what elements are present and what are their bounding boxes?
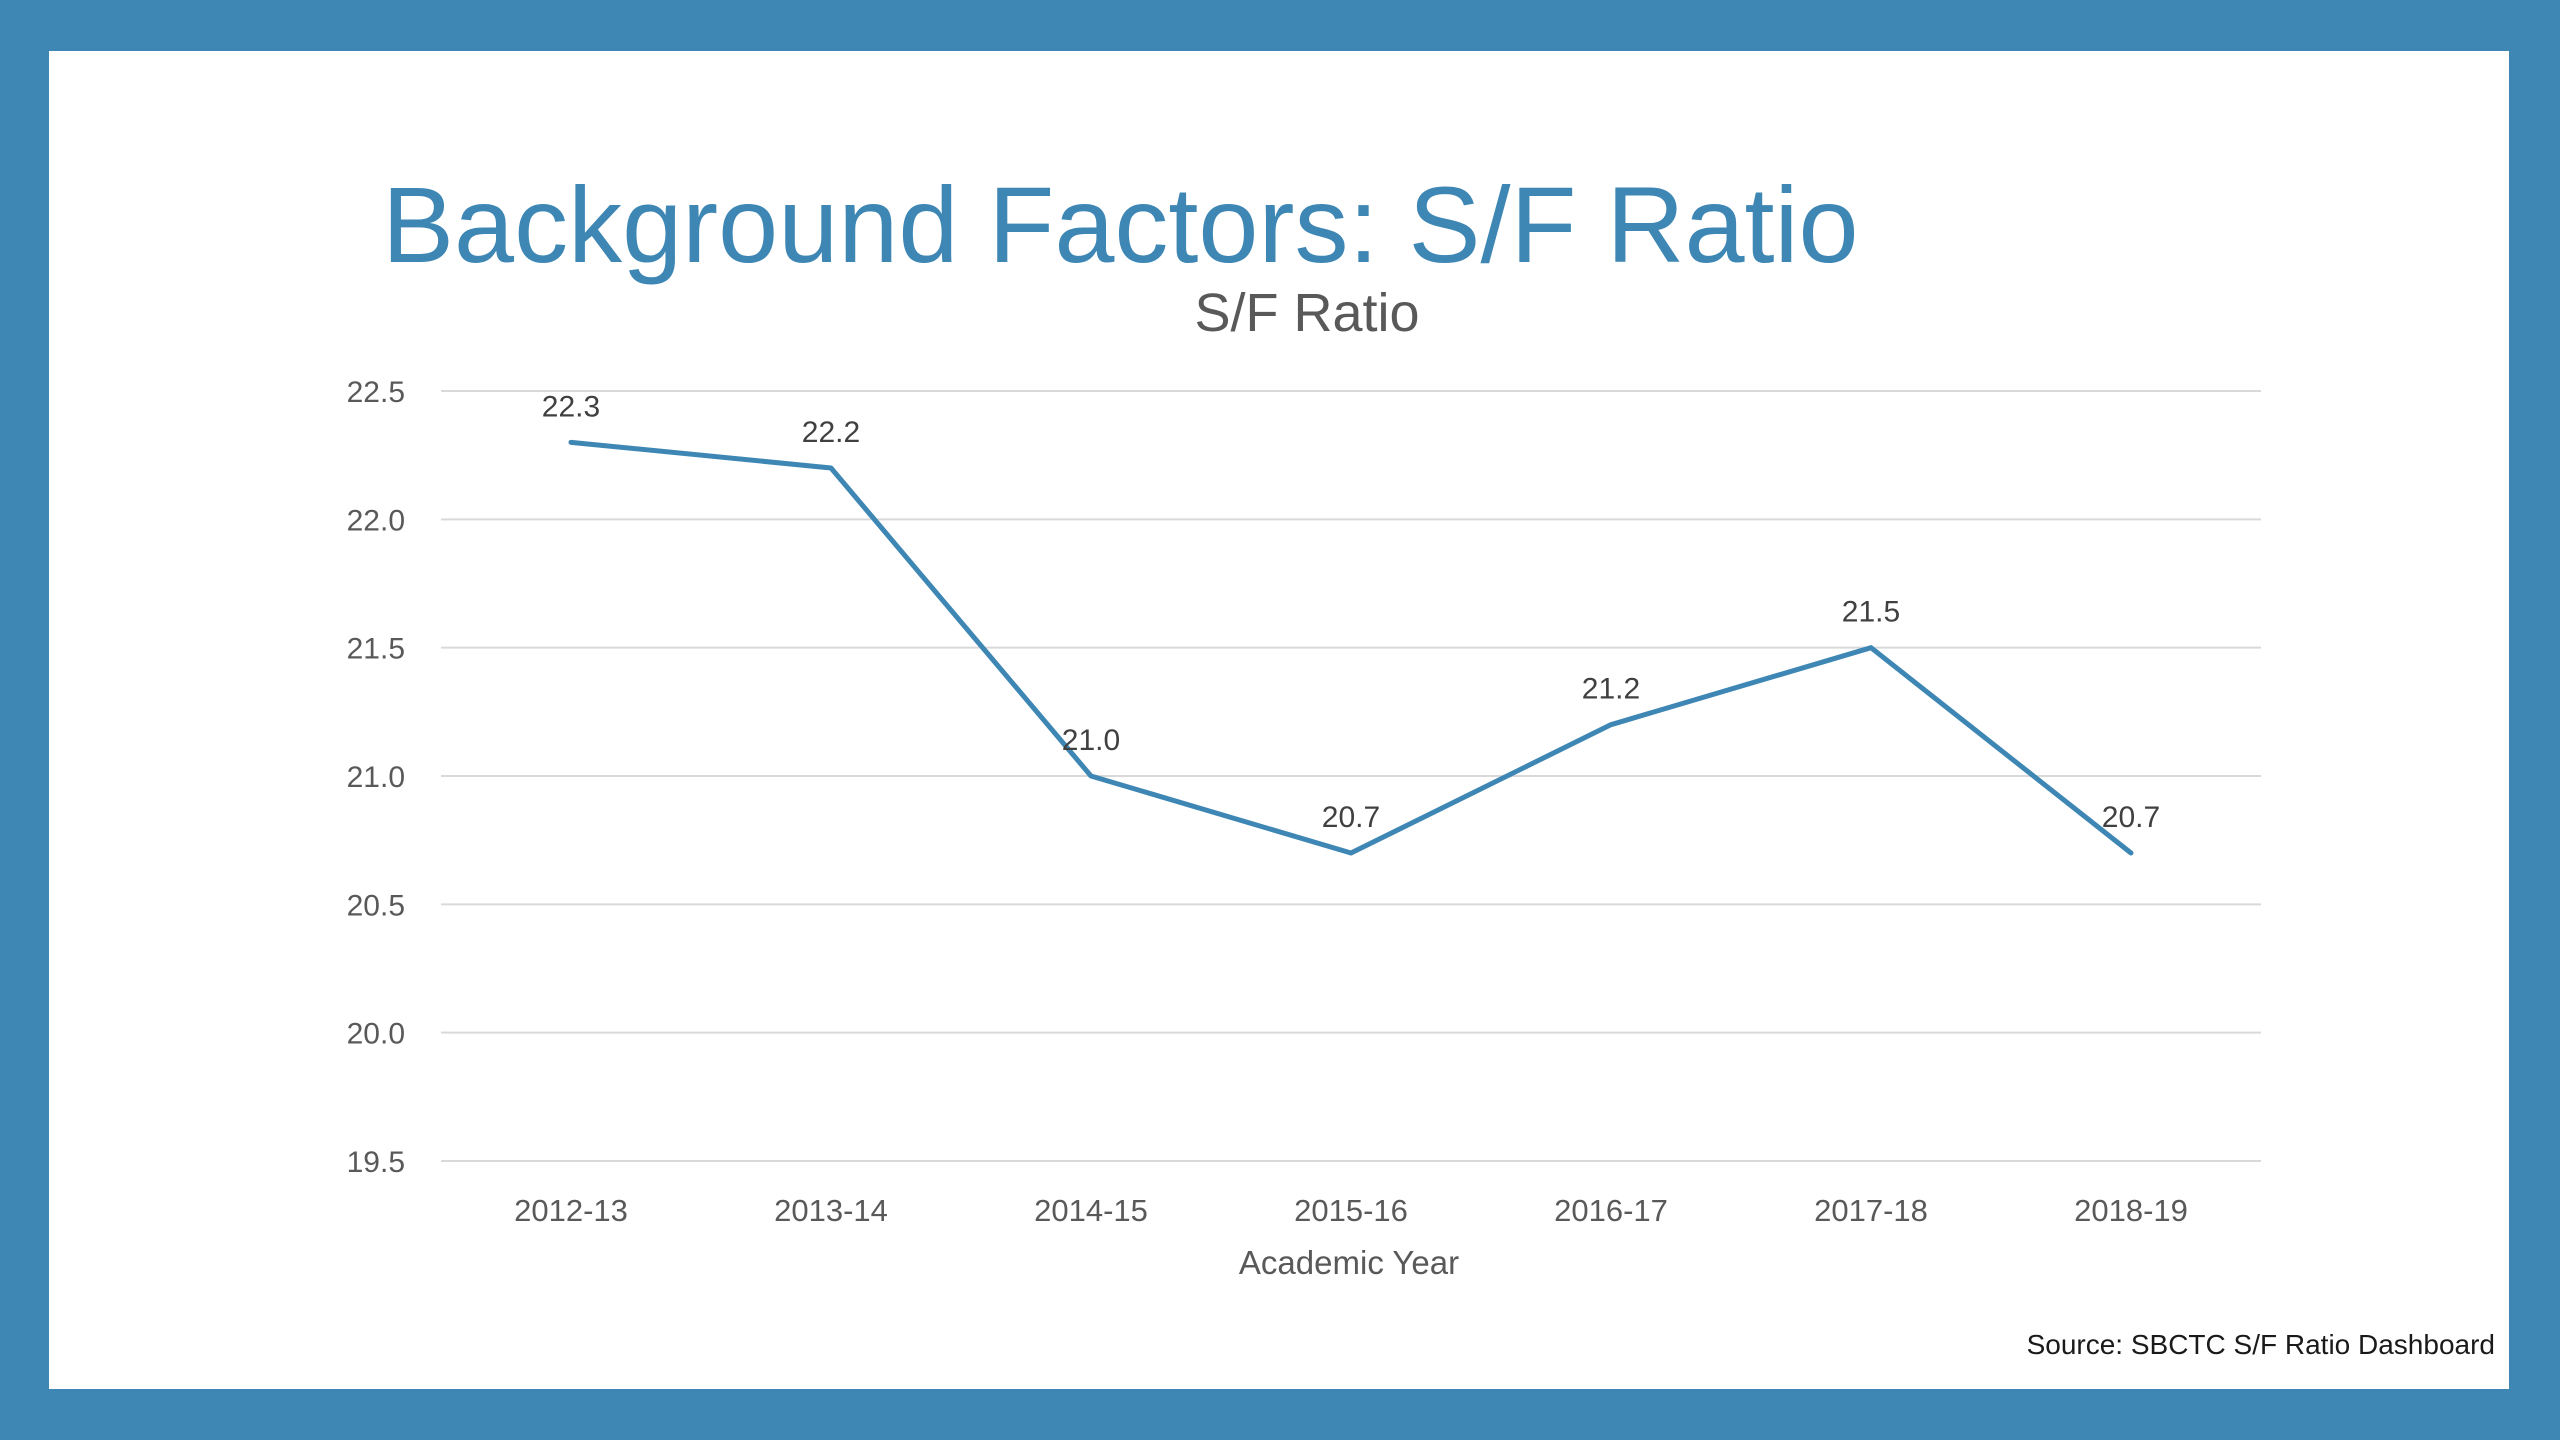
y-tick-label: 21.5 [347,633,405,666]
sf-ratio-chart: S/F Ratio Academic Year 19.5 20.0 20.5 21.0… [347,283,2261,1281]
data-label: 20.7 [1322,801,1380,834]
data-label: 21.0 [1062,724,1120,757]
x-tick-label: 2014-15 [1034,1193,1148,1228]
y-tick-label: 22.5 [347,376,405,409]
data-label: 20.7 [2102,801,2160,834]
x-axis-label: Academic Year [1239,1244,1459,1281]
slide: Background Factors: S/F Ratio S/F Ratio … [49,51,2509,1389]
x-tick-label: 2017-18 [1814,1193,1928,1228]
data-label: 21.5 [1842,596,1900,629]
y-tick-label: 22.0 [347,504,405,537]
x-axis-ticks: 2012-13 2013-14 2014-15 2015-16 2016-17 2017-… [514,1193,2188,1228]
y-tick-label: 21.0 [347,761,405,794]
data-label: 21.2 [1582,673,1640,706]
gridlines [441,390,2261,1162]
y-tick-label: 19.5 [347,1146,405,1179]
x-tick-label: 2018-19 [2074,1193,2188,1228]
y-tick-label: 20.5 [347,889,405,922]
x-tick-label: 2012-13 [514,1193,628,1228]
series-layer [568,439,2134,856]
x-tick-label: 2013-14 [774,1193,888,1228]
source-note: Source: SBCTC S/F Ratio Dashboard [2026,1329,2495,1360]
x-tick-label: 2015-16 [1294,1193,1408,1228]
y-tick-label: 20.0 [347,1018,405,1051]
y-axis-ticks: 19.5 20.0 20.5 21.0 21.5 22.0 22.5 [347,376,405,1179]
slide-title: Background Factors: S/F Ratio [382,164,1859,285]
data-label: 22.2 [802,416,860,449]
chart-title: S/F Ratio [1194,283,1419,343]
data-labels: 22.3 22.2 21.0 20.7 21.2 21.5 20.7 [542,390,2160,834]
x-tick-label: 2016-17 [1554,1193,1668,1228]
data-label: 22.3 [542,390,600,423]
